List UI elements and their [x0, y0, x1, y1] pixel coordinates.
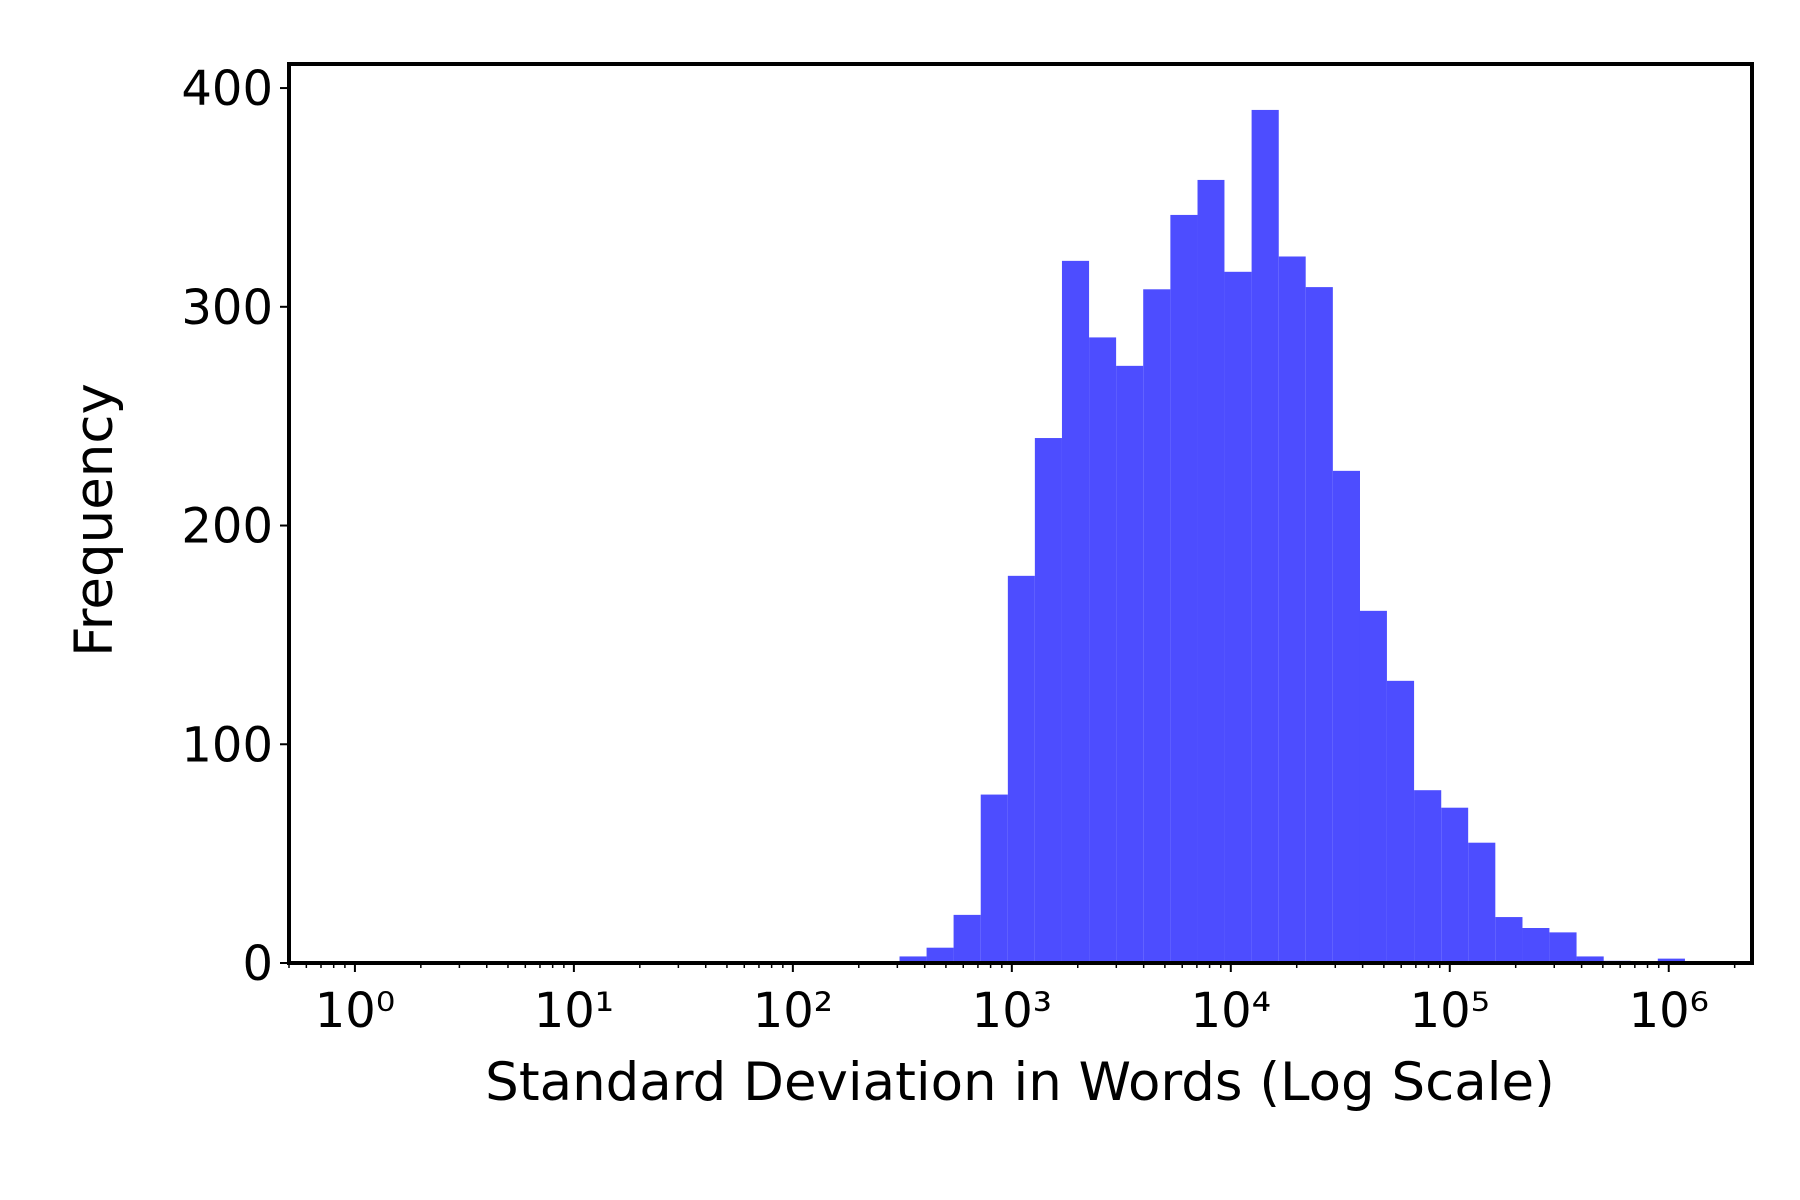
- bar: [1332, 470, 1360, 963]
- bar: [926, 947, 954, 963]
- x-axis-label: Standard Deviation in Words (Log Scale): [485, 1052, 1555, 1113]
- x-tick-label: 10¹: [534, 983, 614, 1039]
- bar: [980, 794, 1008, 963]
- bar: [1657, 958, 1685, 963]
- bar: [1224, 271, 1252, 963]
- bar: [1386, 680, 1415, 963]
- bar: [1197, 179, 1225, 963]
- bar: [1007, 575, 1035, 963]
- bar: [1061, 260, 1090, 963]
- x-tick-label: 10⁰: [315, 983, 395, 1039]
- bar: [899, 956, 927, 963]
- bar: [1468, 842, 1496, 963]
- bar: [1441, 807, 1469, 963]
- bar: [1251, 109, 1279, 963]
- bar: [1576, 956, 1604, 963]
- bar: [1116, 365, 1144, 963]
- bar: [1089, 337, 1117, 964]
- x-tick-label: 10²: [753, 983, 833, 1039]
- y-tick-label: 400: [181, 61, 273, 117]
- y-tick-label: 0: [242, 936, 273, 992]
- bar: [1170, 214, 1198, 963]
- bar: [1305, 287, 1333, 963]
- x-tick-label: 10⁶: [1629, 983, 1709, 1039]
- bar: [1143, 289, 1171, 963]
- x-tick-label: 10³: [972, 983, 1052, 1039]
- y-tick-label: 100: [181, 717, 273, 773]
- x-tick-label: 10⁵: [1410, 983, 1490, 1039]
- bar: [1034, 438, 1062, 963]
- y-tick-label: 200: [181, 499, 273, 555]
- bar: [1495, 917, 1523, 963]
- x-tick-label: 10⁴: [1191, 983, 1271, 1039]
- bar: [1414, 790, 1442, 963]
- y-axis-label: Frequency: [64, 383, 125, 657]
- plot-frame: [287, 62, 1754, 965]
- bar: [1278, 256, 1306, 964]
- y-tick-label: 300: [181, 280, 273, 336]
- bar: [953, 914, 981, 963]
- bar: [1522, 928, 1550, 963]
- bar: [1359, 610, 1387, 963]
- bar: [1549, 932, 1577, 963]
